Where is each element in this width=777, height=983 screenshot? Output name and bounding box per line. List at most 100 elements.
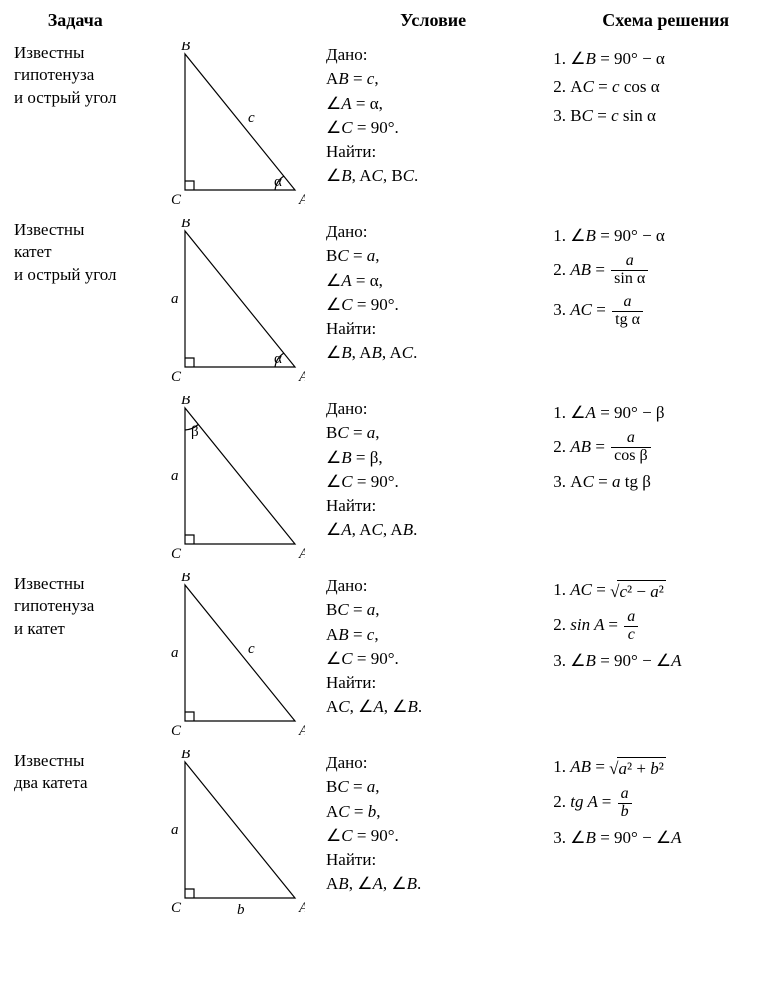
svg-text:B: B [181, 750, 190, 762]
task-cell: Известны катет и острый угол [10, 213, 141, 390]
scheme-cell: ∠B = 90° − α AB = asin α AC = atg α [544, 213, 777, 390]
scheme-step: ∠A = 90° − β [570, 402, 777, 424]
given-line: AB = c, [326, 624, 540, 646]
scheme-step: tg A = ab [570, 786, 777, 821]
scheme-step: AC = atg α [570, 294, 777, 329]
find-line: ∠B, AC, BC. [326, 165, 540, 187]
scheme-step: BC = c sin α [570, 105, 777, 127]
header-figure [141, 8, 323, 36]
scheme-step: ∠B = 90° − α [570, 48, 777, 70]
given-line: ∠C = 90°. [326, 471, 540, 493]
figure-cell: α B C Aa [141, 213, 323, 390]
find-title: Найти: [326, 849, 540, 871]
scheme-step: sin A = ac [570, 609, 777, 644]
svg-text:B: B [181, 573, 190, 585]
given-line: ∠C = 90°. [326, 117, 540, 139]
scheme-cell: ∠B = 90° − α AC = c cos α BC = c sin α [544, 36, 777, 213]
given-title: Дано: [326, 44, 540, 66]
given-line: BC = a, [326, 776, 540, 798]
condition-cell: Дано:AB = c, ∠A = α,∠C = 90°.Найти:∠B, AC… [322, 36, 544, 213]
svg-text:B: B [181, 396, 190, 408]
table-row: βBCAaДано:BC = a,∠B = β,∠C = 90°.Найти:∠… [10, 390, 777, 567]
svg-text:β: β [191, 424, 199, 440]
find-title: Найти: [326, 318, 540, 340]
triangle-diagram: BCAca [145, 573, 305, 738]
condition-cell: Дано:BC = a,AC = b,∠C = 90°.Найти:AB, ∠A… [322, 744, 544, 921]
find-line: AC, ∠A, ∠B. [326, 696, 540, 718]
condition-cell: Дано:BC = a, ∠A = α,∠C = 90°.Найти:∠B, AB… [322, 213, 544, 390]
figure-cell: B C Aa b [141, 744, 323, 921]
given-line: ∠B = β, [326, 447, 540, 469]
task-cell: Известны гипотенуза и катет [10, 567, 141, 744]
table-row: Известны катет и острый угол α B C Aa Дано:BC… [10, 213, 777, 390]
triangle-diagram: β B C Aa [145, 396, 305, 561]
scheme-step: ∠B = 90° − ∠A [570, 650, 777, 672]
svg-text:A: A [298, 369, 305, 384]
triangle-diagram: B C Aa b [145, 750, 305, 915]
condition-cell: Дано:BC = a, AB = c,∠C = 90°.Найти:AC, ∠A… [322, 567, 544, 744]
svg-text:A: A [298, 192, 305, 207]
task-cell: Известны два катета [10, 744, 141, 921]
given-line: ∠A = α, [326, 93, 540, 115]
table-row: Известны два катета B C Aa b Дано:BC = a, AC =… [10, 744, 777, 921]
given-line: ∠A = α, [326, 270, 540, 292]
svg-text:A: A [298, 546, 305, 561]
svg-text:b: b [237, 902, 245, 915]
scheme-list: ∠B = 90° − α AC = c cos α BC = c sin α [548, 48, 777, 126]
header-scheme: Схема решения [544, 8, 777, 36]
table-row: Известны гипотенуза и острый уголαBCAcДа… [10, 36, 777, 213]
svg-text:a: a [171, 822, 179, 838]
svg-text:a: a [171, 468, 179, 484]
condition-cell: Дано:BC = a, ∠B = β,∠C = 90°.Найти:∠A, AC… [322, 390, 544, 567]
svg-text:α: α [274, 351, 282, 367]
scheme-step: ∠B = 90° − α [570, 225, 777, 247]
task-cell [10, 390, 141, 567]
scheme-step: ∠B = 90° − ∠A [570, 827, 777, 849]
svg-text:a: a [171, 291, 179, 307]
scheme-step: AB = asin α [570, 253, 777, 288]
header-task: Задача [10, 8, 141, 36]
figure-cell: β B C Aa [141, 390, 323, 567]
svg-text:B: B [181, 219, 190, 231]
scheme-step: AB = √a² + b² [570, 756, 777, 780]
scheme-cell: ∠A = 90° − βAB = acos βAC = a tg β [544, 390, 777, 567]
find-line: ∠B, AB, AC. [326, 342, 540, 364]
svg-text:C: C [171, 546, 182, 561]
svg-text:A: A [298, 900, 305, 915]
svg-text:C: C [171, 369, 182, 384]
find-title: Найти: [326, 672, 540, 694]
given-line: BC = a, [326, 422, 540, 444]
table-row: Известны гипотенуза и катетBCAcaДано:BC … [10, 567, 777, 744]
scheme-list: ∠B = 90° − α AB = asin α AC = atg α [548, 225, 777, 328]
svg-text:C: C [171, 900, 182, 915]
given-title: Дано: [326, 575, 540, 597]
svg-text:c: c [248, 110, 255, 126]
find-line: ∠A, AC, AB. [326, 519, 540, 541]
given-line: ∠C = 90°. [326, 825, 540, 847]
header-condition: Условие [322, 8, 544, 36]
given-line: AB = c, [326, 68, 540, 90]
scheme-list: AB = √a² + b² tg A = ab ∠B = 90° − ∠A [548, 756, 777, 848]
figure-cell: BCAca [141, 567, 323, 744]
svg-text:α: α [274, 174, 282, 190]
given-line: ∠C = 90°. [326, 648, 540, 670]
scheme-list: ∠A = 90° − βAB = acos βAC = a tg β [548, 402, 777, 493]
given-title: Дано: [326, 398, 540, 420]
given-title: Дано: [326, 752, 540, 774]
find-title: Найти: [326, 495, 540, 517]
given-line: BC = a, [326, 599, 540, 621]
given-title: Дано: [326, 221, 540, 243]
scheme-step: AC = c cos α [570, 76, 777, 98]
task-cell: Известны гипотенуза и острый угол [10, 36, 141, 213]
solutions-table: Задача Условие Схема решения Известны ги… [10, 8, 777, 921]
scheme-step: AC = √c² − a² [570, 579, 777, 603]
given-line: ∠C = 90°. [326, 294, 540, 316]
svg-text:C: C [171, 723, 182, 738]
given-line: AC = b, [326, 801, 540, 823]
given-line: BC = a, [326, 245, 540, 267]
svg-text:B: B [181, 42, 190, 54]
svg-text:a: a [171, 645, 179, 661]
triangle-diagram: α B C Aa [145, 219, 305, 384]
find-title: Найти: [326, 141, 540, 163]
scheme-cell: AC = √c² − a² sin A = ac ∠B = 90° − ∠A [544, 567, 777, 744]
